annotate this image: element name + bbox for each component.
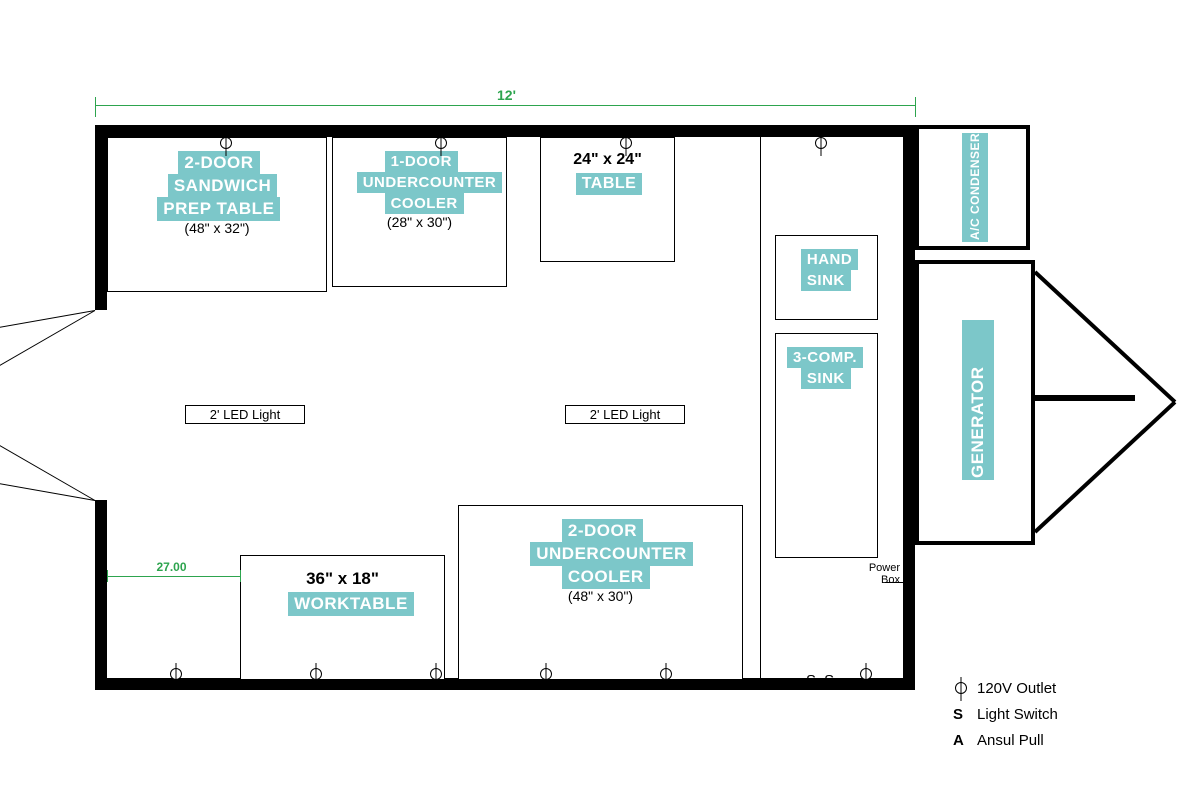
hitch-bar xyxy=(1035,395,1135,401)
equip-hand_sink-title-0: HAND xyxy=(801,249,858,270)
wall-right xyxy=(903,125,915,690)
outlet-top-2 xyxy=(620,137,632,149)
equip-uc_cooler_1-title-2: COOLER xyxy=(385,193,464,214)
dim-gap-tick-l xyxy=(107,570,108,582)
outlet-bottom-4 xyxy=(660,668,672,680)
equip-uc_cooler_2-title-2: COOLER xyxy=(562,565,650,589)
legend-text-1: Light Switch xyxy=(977,706,1058,723)
dim-gap-label: 27.00 xyxy=(154,560,190,574)
equip-uc_cooler_2-title-1: UNDERCOUNTER xyxy=(530,542,693,566)
equip-hand_sink-title-1: SINK xyxy=(801,270,851,291)
equip-table_24-label: TABLE xyxy=(576,173,643,195)
legend-sym-2: A xyxy=(953,732,964,749)
equip-prep_table-sub: (48" x 32") xyxy=(157,220,277,236)
outlet-top-1 xyxy=(435,137,447,149)
legend-text-2: Ansul Pull xyxy=(977,732,1044,749)
power-box-label: PowerBox xyxy=(840,562,900,586)
generator-label: GENERATOR xyxy=(962,320,994,480)
dim-top-line xyxy=(95,105,915,106)
power-box-line xyxy=(903,582,904,678)
led-light-0: 2' LED Light xyxy=(185,405,305,424)
equip-prep_table-title-0: 2-DOOR xyxy=(178,151,259,175)
hitch-tri-1 xyxy=(1034,401,1177,534)
equip-worktable-label: WORKTABLE xyxy=(288,592,414,616)
outlet-bottom-0 xyxy=(170,668,182,680)
dim-gap-tick-r xyxy=(240,570,241,582)
legend-outlet-icon xyxy=(955,682,967,694)
light-switches: S S xyxy=(806,672,836,689)
equip-uc_cooler_1-title-1: UNDERCOUNTER xyxy=(357,172,503,193)
outlet-top-3 xyxy=(815,137,827,149)
equip-uc_cooler_2-sub: (48" x 30") xyxy=(541,588,661,604)
equip-three_sink-title-0: 3-COMP. xyxy=(787,347,863,368)
equip-uc_cooler_2-title-0: 2-DOOR xyxy=(562,519,643,543)
equip-prep_table-title-2: PREP TABLE xyxy=(157,197,280,221)
legend-sym-1: S xyxy=(953,706,963,723)
equip-three_sink-title-1: SINK xyxy=(801,368,851,389)
dim-top-tick-l xyxy=(95,97,96,117)
wall-left-lower xyxy=(95,500,107,690)
equip-uc_cooler_1-sub: (28" x 30") xyxy=(360,214,480,230)
outlet-bottom-1 xyxy=(310,668,322,680)
dim-top-tick-r xyxy=(915,97,916,117)
legend-text-0: 120V Outlet xyxy=(977,680,1056,697)
hitch-tri-0 xyxy=(1034,271,1177,404)
wall-left-upper xyxy=(95,125,107,310)
outlet-bottom-3 xyxy=(540,668,552,680)
equip-worktable-plain: 36" x 18" xyxy=(263,569,423,589)
door-swing-1 xyxy=(0,310,95,330)
wall-top xyxy=(95,125,915,137)
dim-top-label: 12' xyxy=(493,87,520,103)
ac-condenser-label: A/C CONDENSER xyxy=(962,133,988,242)
outlet-top-0 xyxy=(220,137,232,149)
equip-table_24-plain: 24" x 24" xyxy=(528,151,688,169)
outlet-bottom-2 xyxy=(430,668,442,680)
equip-prep_table-title-1: SANDWICH xyxy=(168,174,278,198)
equip-uc_cooler_1-title-0: 1-DOOR xyxy=(385,151,458,172)
partition-wall xyxy=(760,137,761,678)
outlet-bottom-5 xyxy=(860,668,872,680)
dim-gap-line xyxy=(107,576,240,577)
led-light-1: 2' LED Light xyxy=(565,405,685,424)
